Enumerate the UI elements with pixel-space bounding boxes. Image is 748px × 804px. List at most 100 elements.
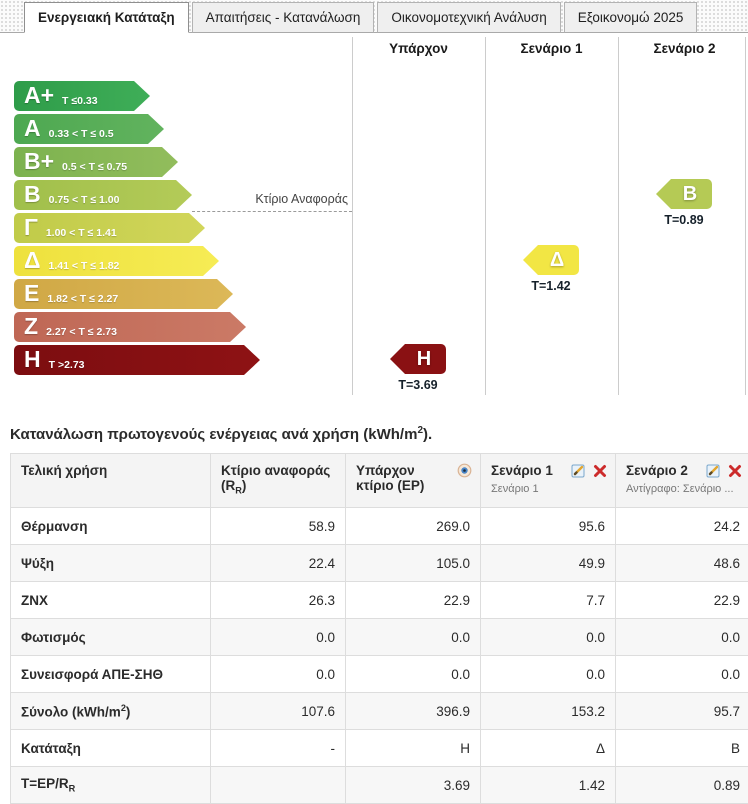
table-cell: 269.0: [346, 508, 481, 545]
eye-icon[interactable]: [457, 463, 472, 478]
delete-icon[interactable]: [593, 464, 607, 478]
tab-bar: Ενεργειακή Κατάταξη Απαιτήσεις - Κατανάλ…: [0, 0, 748, 33]
band-grade: B+: [24, 147, 54, 175]
energy-band-a-plus: A+ T ≤0.33: [14, 81, 150, 111]
row-label: ΖΝΧ: [11, 582, 211, 619]
scenario-2-subtitle: Αντίγραφο: Σενάριο ...: [626, 483, 742, 495]
consumption-table: Τελική χρήση Κτίριο αναφοράς (RR) Υπάρχο…: [10, 453, 748, 804]
edit-icon[interactable]: [706, 463, 722, 479]
marker-grade-letter: B: [683, 183, 697, 206]
band-grade: H: [24, 345, 41, 373]
band-range: T ≤0.33: [62, 95, 98, 107]
row-label: Κατάταξη: [11, 730, 211, 767]
row-label: Θέρμανση: [11, 508, 211, 545]
energy-band-e: E 1.82 < T ≤ 2.27: [14, 279, 233, 309]
band-grade: A+: [24, 81, 54, 109]
band-range: 0.5 < T ≤ 0.75: [62, 161, 127, 173]
marker-grade-letter: H: [417, 348, 431, 371]
header-scenario-1: Σενάριο 1: [481, 454, 616, 508]
tab-exoikonomo-2025[interactable]: Εξοικονομώ 2025: [564, 2, 698, 33]
column-divider: [352, 37, 353, 395]
table-cell: 107.6: [211, 693, 346, 730]
table-cell: 0.0: [481, 656, 616, 693]
row-label: Ψύξη: [11, 545, 211, 582]
table-cell: 0.0: [346, 619, 481, 656]
table-cell: 1.42: [481, 767, 616, 804]
table-cell: 58.9: [211, 508, 346, 545]
table-cell: 0.0: [616, 619, 748, 656]
table-cell: 105.0: [346, 545, 481, 582]
table-cell: 22.4: [211, 545, 346, 582]
marker-scenario2-grade: B: [656, 179, 712, 209]
table-cell: Δ: [481, 730, 616, 767]
table-cell: 396.9: [346, 693, 481, 730]
table-cell: 95.7: [616, 693, 748, 730]
table-cell: 22.9: [346, 582, 481, 619]
column-divider: [485, 37, 486, 395]
table-cell: 0.0: [346, 656, 481, 693]
consumption-table-title: Κατανάλωση πρωτογενούς ενέργειας ανά χρή…: [10, 425, 748, 443]
table-cell: 153.2: [481, 693, 616, 730]
column-divider: [745, 37, 746, 395]
energy-band-zeta: Z 2.27 < T ≤ 2.73: [14, 312, 246, 342]
marker-grade-letter: Δ: [550, 249, 564, 272]
band-range: 0.33 < T ≤ 0.5: [49, 128, 114, 140]
energy-band-eta: H T >2.73: [14, 345, 260, 375]
tab-energy-rating[interactable]: Ενεργειακή Κατάταξη: [24, 2, 189, 33]
marker-scenario1-t-value: T=1.42: [523, 279, 579, 293]
marker-scenario2-t-value: T=0.89: [656, 213, 712, 227]
table-cell: 7.7: [481, 582, 616, 619]
band-range: 1.82 < T ≤ 2.27: [47, 293, 118, 305]
delete-icon[interactable]: [728, 464, 742, 478]
reference-building-label: Κτίριο Αναφοράς: [192, 192, 348, 206]
band-range: 1.00 < T ≤ 1.41: [46, 227, 117, 239]
table-cell: 48.6: [616, 545, 748, 582]
table-cell: 0.89: [616, 767, 748, 804]
energy-band-b-plus: B+ 0.5 < T ≤ 0.75: [14, 147, 178, 177]
row-label: Συνεισφορά ΑΠΕ-ΣΗΘ: [11, 656, 211, 693]
table-cell: Η: [346, 730, 481, 767]
band-grade: A: [24, 114, 41, 142]
table-cell: 26.3: [211, 582, 346, 619]
table-cell: 3.69: [346, 767, 481, 804]
band-grade: Z: [24, 312, 38, 340]
band-grade: Γ: [24, 213, 38, 241]
table-header-row: Τελική χρήση Κτίριο αναφοράς (RR) Υπάρχο…: [11, 454, 748, 508]
table-cell: Β: [616, 730, 748, 767]
edit-icon[interactable]: [571, 463, 587, 479]
header-reference-building: Κτίριο αναφοράς (RR): [211, 454, 346, 508]
column-divider: [618, 37, 619, 395]
table-cell: 0.0: [481, 619, 616, 656]
marker-scenario1-grade: Δ: [523, 245, 579, 275]
tab-requirements-consumption[interactable]: Απαιτήσεις - Κατανάλωση: [192, 2, 375, 33]
table-cell: 0.0: [211, 656, 346, 693]
energy-band-a: A 0.33 < T ≤ 0.5: [14, 114, 164, 144]
header-scenario-2: Σενάριο 2: [616, 454, 748, 508]
row-label: T=EP/RR: [11, 767, 211, 804]
band-range: 1.41 < T ≤ 1.82: [49, 260, 120, 272]
table-cell: 24.2: [616, 508, 748, 545]
reference-building-dashed-line: [192, 211, 352, 212]
table-cell: 0.0: [616, 656, 748, 693]
column-header-scenario-1: Σενάριο 1: [485, 41, 618, 56]
table-cell: 0.0: [211, 619, 346, 656]
band-range: T >2.73: [49, 359, 85, 371]
band-range: 2.27 < T ≤ 2.73: [46, 326, 117, 338]
row-label: Φωτισμός: [11, 619, 211, 656]
table-cell: 22.9: [616, 582, 748, 619]
band-grade: E: [24, 279, 39, 307]
energy-band-delta: Δ 1.41 < T ≤ 1.82: [14, 246, 219, 276]
table-cell: [211, 767, 346, 804]
tab-techno-economic-analysis[interactable]: Οικονομοτεχνική Ανάλυση: [377, 2, 560, 33]
band-grade: Δ: [24, 246, 41, 274]
marker-existing-grade: H: [390, 344, 446, 374]
